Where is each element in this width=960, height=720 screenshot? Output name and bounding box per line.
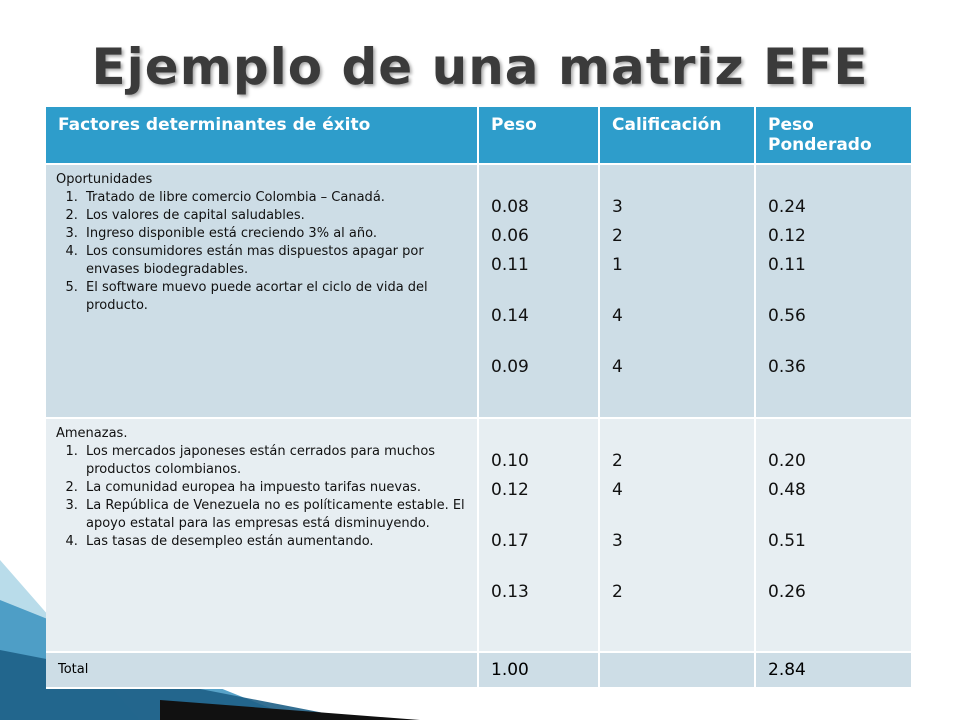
total-peso: 1.00: [478, 652, 600, 689]
header-calificacion: Calificación: [599, 107, 756, 165]
threat-item: Las tasas de desempleo están aumentando.: [82, 533, 467, 551]
calificacion-value: 3: [612, 197, 623, 217]
calificacion-value: 2: [612, 226, 623, 246]
total-calificacion: [599, 652, 756, 689]
calificacion-value: 3: [612, 531, 623, 551]
threats-row: Amenazas. Los mercados japoneses están c…: [46, 418, 913, 653]
header-factores: Factores determinantes de éxito: [46, 107, 479, 165]
ponderado-value: 0.56: [768, 306, 806, 326]
threat-item: Los mercados japoneses están cerrados pa…: [82, 443, 467, 479]
threats-label: Amenazas.: [56, 426, 128, 441]
opportunity-item: El software muevo puede acortar el ciclo…: [82, 279, 467, 315]
header-peso: Peso: [478, 107, 600, 165]
corner-swoosh-black: [160, 700, 420, 720]
peso-value: 0.11: [491, 255, 529, 275]
calificacion-value: 4: [612, 357, 623, 377]
opportunities-factors-cell: Oportunidades Tratado de libre comercio …: [46, 164, 479, 419]
opportunity-item: Ingreso disponible está creciendo 3% al …: [82, 225, 467, 243]
opportunities-ponderado-cell: 0.24 0.12 0.11 0.56 0.36: [755, 164, 913, 419]
ponderado-value: 0.36: [768, 357, 806, 377]
ponderado-value: 0.51: [768, 531, 806, 551]
threat-item: La República de Venezuela no es política…: [82, 497, 467, 533]
header-peso-ponderado: Peso Ponderado: [755, 107, 913, 165]
calificacion-value: 4: [612, 480, 623, 500]
opportunity-item: Los consumidores están mas dispuestos ap…: [82, 243, 467, 279]
opportunities-label: Oportunidades: [56, 172, 153, 187]
opportunities-peso-cell: 0.08 0.06 0.11 0.14 0.09: [478, 164, 600, 419]
peso-value: 0.14: [491, 306, 529, 326]
ponderado-value: 0.48: [768, 480, 806, 500]
total-row: Total 1.00 2.84: [46, 652, 913, 689]
peso-value: 0.17: [491, 531, 529, 551]
total-ponderado: 2.84: [755, 652, 913, 689]
calificacion-value: 1: [612, 255, 623, 275]
threats-list: Los mercados japoneses están cerrados pa…: [56, 443, 467, 551]
threats-peso-cell: 0.10 0.12 0.17 0.13: [478, 418, 600, 653]
peso-value: 0.06: [491, 226, 529, 246]
ponderado-value: 0.26: [768, 582, 806, 602]
ponderado-value: 0.24: [768, 197, 806, 217]
opportunities-row: Oportunidades Tratado de libre comercio …: [46, 164, 913, 419]
calificacion-value: 4: [612, 306, 623, 326]
peso-value: 0.13: [491, 582, 529, 602]
ponderado-value: 0.11: [768, 255, 806, 275]
ponderado-value: 0.12: [768, 226, 806, 246]
calificacion-value: 2: [612, 451, 623, 471]
ponderado-value: 0.20: [768, 451, 806, 471]
peso-value: 0.12: [491, 480, 529, 500]
peso-value: 0.08: [491, 197, 529, 217]
slide-title: Ejemplo de una matriz EFE: [91, 38, 869, 96]
total-label: Total: [46, 652, 479, 689]
opportunities-list: Tratado de libre comercio Colombia – Can…: [56, 189, 467, 315]
threats-ponderado-cell: 0.20 0.48 0.51 0.26: [755, 418, 913, 653]
threat-item: La comunidad europea ha impuesto tarifas…: [82, 479, 467, 497]
opportunities-calificacion-cell: 3 2 1 4 4: [599, 164, 756, 419]
calificacion-value: 2: [612, 582, 623, 602]
peso-value: 0.10: [491, 451, 529, 471]
opportunity-item: Los valores de capital saludables.: [82, 207, 467, 225]
peso-value: 0.09: [491, 357, 529, 377]
header-row: Factores determinantes de éxito Peso Cal…: [46, 107, 913, 165]
threats-factors-cell: Amenazas. Los mercados japoneses están c…: [46, 418, 479, 653]
opportunity-item: Tratado de libre comercio Colombia – Can…: [82, 189, 467, 207]
efe-matrix-table: Factores determinantes de éxito Peso Cal…: [46, 107, 913, 689]
threats-calificacion-cell: 2 4 3 2: [599, 418, 756, 653]
